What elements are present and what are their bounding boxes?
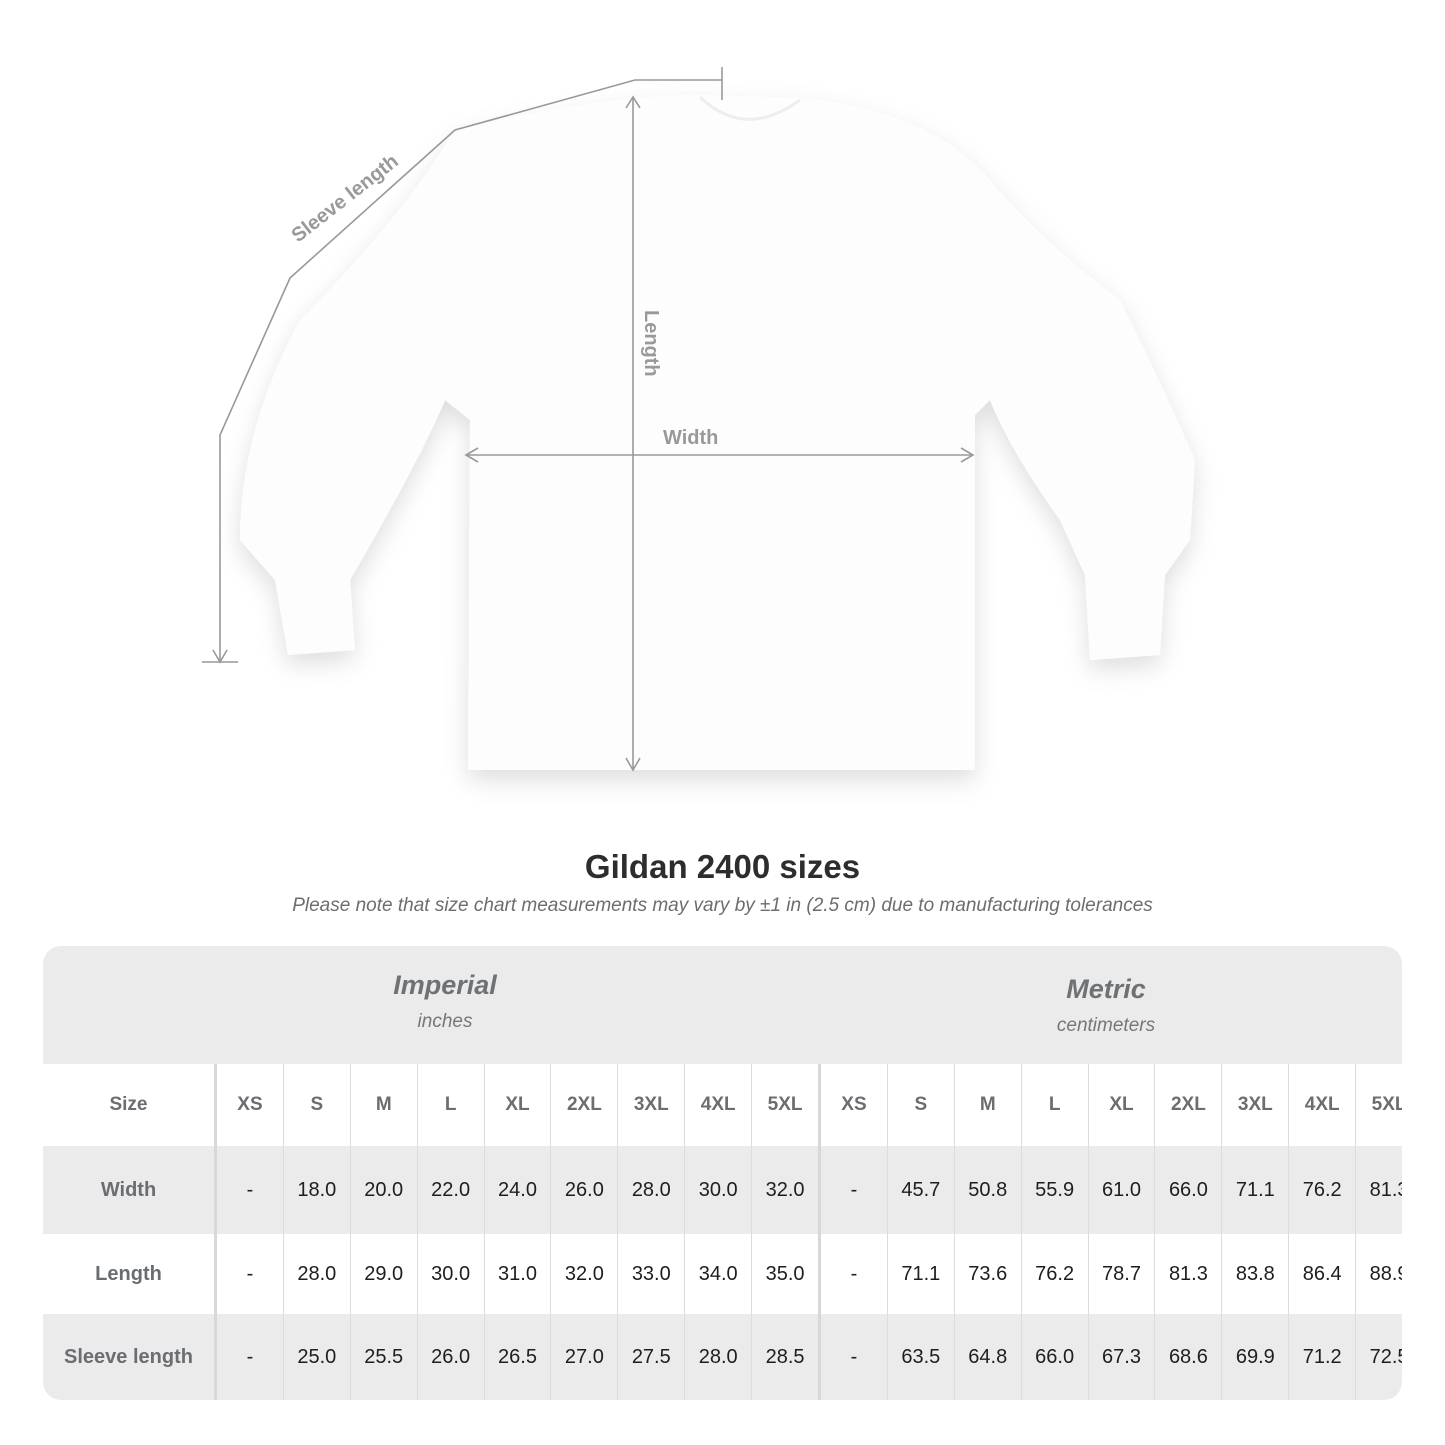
metric-size-4xl: 4XL <box>1288 1064 1356 1146</box>
imperial-title: Imperial <box>393 970 497 1000</box>
imperial-size-m: M <box>349 1064 418 1146</box>
units-header <box>43 946 1402 1064</box>
metric-value-cell: 88.9 <box>1355 1234 1402 1314</box>
metric-value-cell: 69.9 <box>1221 1314 1289 1400</box>
metric-size-l: L <box>1020 1064 1089 1146</box>
size-table: Imperial inches Metric centimeters Size X… <box>43 946 1402 1400</box>
imperial-value-cell: 28.0 <box>617 1146 685 1234</box>
metric-value-cell: 71.2 <box>1288 1314 1356 1400</box>
metric-unit: centimeters <box>1056 1015 1156 1036</box>
metric-value-cell: 86.4 <box>1288 1234 1356 1314</box>
imperial-value-cell: 20.0 <box>349 1146 418 1234</box>
imperial-value-cell: 30.0 <box>684 1146 752 1234</box>
size-header-label: Size <box>43 1064 217 1146</box>
metric-size-2xl: 2XL <box>1154 1064 1222 1146</box>
imperial-size-xl: XL <box>483 1064 551 1146</box>
imperial-value-cell: 25.0 <box>282 1314 351 1400</box>
row-label: Sleeve length <box>43 1314 217 1400</box>
imperial-unit: inches <box>417 1011 473 1032</box>
metric-size-m: M <box>953 1064 1022 1146</box>
metric-value-cell: 78.7 <box>1087 1234 1155 1314</box>
row-label: Width <box>43 1146 217 1234</box>
tolerance-note: Please note that size chart measurements… <box>292 895 1153 916</box>
metric-header: Metric centimeters <box>810 974 1402 1037</box>
length-label: Length <box>640 310 662 377</box>
metric-value-cell: 81.3 <box>1355 1146 1402 1234</box>
imperial-size-4xl: 4XL <box>684 1064 752 1146</box>
imperial-value-cell: 27.5 <box>617 1314 685 1400</box>
imperial-value-cell: 26.0 <box>416 1314 485 1400</box>
imperial-value-cell: 35.0 <box>751 1234 820 1314</box>
metric-title: Metric <box>1066 974 1146 1004</box>
imperial-value-cell: 26.5 <box>483 1314 551 1400</box>
metric-value-cell: 45.7 <box>886 1146 955 1234</box>
metric-value-cell: 63.5 <box>886 1314 955 1400</box>
imperial-value-cell: 32.0 <box>751 1146 820 1234</box>
metric-size-s: S <box>886 1064 955 1146</box>
metric-value-cell: - <box>818 1234 888 1314</box>
imperial-header: Imperial inches <box>215 970 675 1033</box>
imperial-value-cell: 28.0 <box>282 1234 351 1314</box>
metric-value-cell: 68.6 <box>1154 1314 1222 1400</box>
table-row: Length -28.0 29.0 30.0 31.0 32.0 33.0 34.0 35.0-… <box>43 1234 1402 1314</box>
imperial-value-cell: 26.0 <box>550 1146 618 1234</box>
imperial-size-s: S <box>282 1064 351 1146</box>
imperial-value-cell: - <box>215 1314 284 1400</box>
imperial-size-xs: XS <box>215 1064 284 1146</box>
metric-size-5xl: 5XL <box>1355 1064 1402 1146</box>
metric-value-cell: 73.6 <box>953 1234 1022 1314</box>
long-sleeve-shirt-image <box>240 95 1195 770</box>
imperial-value-cell: 24.0 <box>483 1146 551 1234</box>
metric-value-cell: - <box>818 1314 888 1400</box>
table-row: Sleeve length -25.0 25.5 26.0 26.5 27.0 27.5 28… <box>43 1314 1402 1400</box>
size-grid: Size XS S M L XL 2XL 3XL 4XL 5XL XS S M L XL 2XL 3XL 4XL 5… <box>43 1064 1402 1400</box>
imperial-size-5xl: 5XL <box>751 1064 820 1146</box>
metric-value-cell: 76.2 <box>1288 1146 1356 1234</box>
imperial-size-3xl: 3XL <box>617 1064 685 1146</box>
imperial-value-cell: - <box>215 1234 284 1314</box>
width-label: Width <box>663 427 718 449</box>
imperial-value-cell: 27.0 <box>550 1314 618 1400</box>
metric-value-cell: 72.5 <box>1355 1314 1402 1400</box>
imperial-size-2xl: 2XL <box>550 1064 618 1146</box>
imperial-value-cell: - <box>215 1146 284 1234</box>
metric-value-cell: 76.2 <box>1020 1234 1089 1314</box>
page-title: Gildan 2400 sizes <box>584 848 861 885</box>
table-row: Width -18.0 20.0 22.0 24.0 26.0 28.0 30.0 32.0-4… <box>43 1146 1402 1234</box>
metric-value-cell: 66.0 <box>1020 1314 1089 1400</box>
metric-value-cell: 71.1 <box>1221 1146 1289 1234</box>
imperial-value-cell: 18.0 <box>282 1146 351 1234</box>
imperial-value-cell: 22.0 <box>416 1146 485 1234</box>
metric-size-xl: XL <box>1087 1064 1155 1146</box>
metric-value-cell: 50.8 <box>953 1146 1022 1234</box>
imperial-value-cell: 25.5 <box>349 1314 418 1400</box>
metric-value-cell: 71.1 <box>886 1234 955 1314</box>
imperial-value-cell: 32.0 <box>550 1234 618 1314</box>
imperial-value-cell: 29.0 <box>349 1234 418 1314</box>
metric-value-cell: - <box>818 1146 888 1234</box>
metric-value-cell: 61.0 <box>1087 1146 1155 1234</box>
imperial-value-cell: 28.5 <box>751 1314 820 1400</box>
imperial-value-cell: 30.0 <box>416 1234 485 1314</box>
metric-value-cell: 66.0 <box>1154 1146 1222 1234</box>
metric-value-cell: 64.8 <box>953 1314 1022 1400</box>
imperial-value-cell: 33.0 <box>617 1234 685 1314</box>
metric-value-cell: 55.9 <box>1020 1146 1089 1234</box>
imperial-value-cell: 34.0 <box>684 1234 752 1314</box>
metric-value-cell: 83.8 <box>1221 1234 1289 1314</box>
imperial-value-cell: 28.0 <box>684 1314 752 1400</box>
imperial-size-l: L <box>416 1064 485 1146</box>
metric-size-xs: XS <box>818 1064 888 1146</box>
imperial-value-cell: 31.0 <box>483 1234 551 1314</box>
row-label: Length <box>43 1234 217 1314</box>
metric-value-cell: 67.3 <box>1087 1314 1155 1400</box>
metric-value-cell: 81.3 <box>1154 1234 1222 1314</box>
size-header-row: Size XS S M L XL 2XL 3XL 4XL 5XL XS S M L XL 2XL 3XL 4XL 5… <box>43 1064 1402 1146</box>
shirt-diagram: Sleeve length Length Width <box>202 67 1195 772</box>
sleeve-length-line <box>219 79 722 662</box>
metric-size-3xl: 3XL <box>1221 1064 1289 1146</box>
